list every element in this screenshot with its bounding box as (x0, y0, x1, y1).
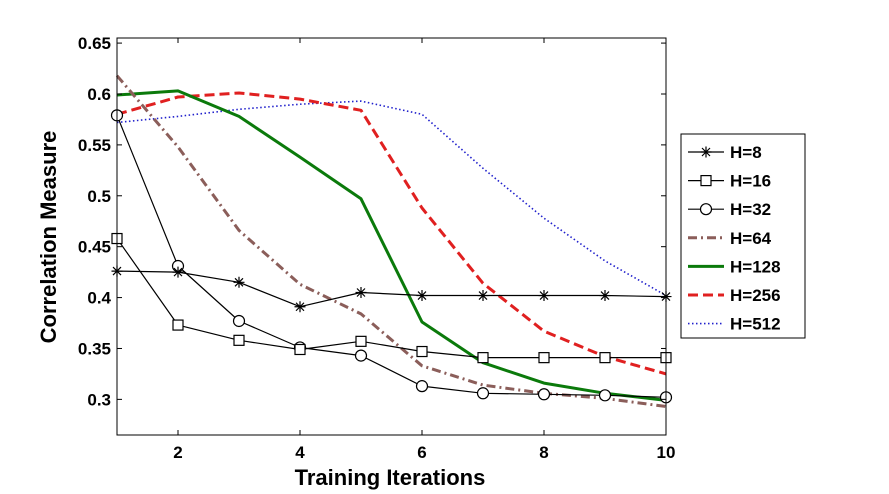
data-point-h-8 (416, 290, 428, 302)
legend-marker (699, 203, 713, 216)
series-line-h-512 (116, 100, 667, 297)
data-point-h-32 (598, 389, 612, 402)
data-point-h-16 (599, 352, 611, 364)
legend-label: H=256 (730, 286, 781, 305)
data-point-h-32 (415, 380, 429, 393)
legend-item-h-8: H=8 (688, 143, 762, 162)
legend-box (680, 133, 806, 339)
legend-item-h-32: H=32 (688, 200, 771, 219)
data-point-h-8 (233, 276, 245, 288)
data-point-h-16 (233, 334, 245, 346)
legend-label: H=32 (730, 200, 771, 219)
data-point-h-16 (416, 345, 428, 358)
series-h-8 (111, 265, 672, 313)
data-point-h-8 (538, 290, 550, 302)
data-point-h-8 (355, 286, 367, 298)
series-line-h-64 (115, 74, 667, 408)
legend-item-h-64: H=64 (688, 229, 772, 248)
y-tick-label: 0.4 (87, 289, 111, 308)
data-point-h-8 (294, 301, 306, 313)
x-tick-label: 6 (417, 443, 426, 462)
ticks-layer: 2 4 6 8 10 0.3 0.35 0.4 0.45 0.5 0.55 0.6 0.65 (78, 34, 676, 462)
y-tick-label: 0.65 (78, 34, 111, 53)
y-tick-label: 0.3 (87, 390, 111, 409)
x-tick-label: 2 (173, 443, 182, 462)
series-h-64 (115, 74, 667, 408)
legend-label: H=128 (730, 257, 781, 276)
series-h-128 (116, 89, 667, 402)
series-h-256 (116, 91, 667, 376)
plot-frame (116, 37, 667, 436)
y-tick-label: 0.5 (87, 187, 111, 206)
y-tick-label: 0.45 (78, 238, 111, 257)
data-point-h-8 (477, 290, 489, 302)
series-h-512 (116, 100, 667, 297)
data-point-h-16 (477, 352, 489, 364)
series-line-h-8 (116, 270, 667, 308)
data-point-h-32 (232, 314, 246, 328)
plot-area (117, 38, 666, 435)
series-line-h-16 (116, 238, 666, 359)
legend-entries: H=8 H=16 H=32 H=64 H=128 H=256 H=512 (688, 143, 781, 334)
legend-marker (700, 146, 712, 158)
data-point-h-8 (172, 266, 184, 278)
legend-label: H=8 (730, 143, 762, 162)
legend-item-h-16: H=16 (688, 172, 771, 191)
data-point-h-16 (538, 352, 550, 364)
legend-item-h-512: H=512 (688, 315, 781, 334)
x-tick-label: 10 (657, 443, 676, 462)
legend-item-h-256: H=256 (688, 286, 781, 305)
y-axis-title: Correlation Measure (36, 131, 61, 344)
legend-label: H=512 (730, 315, 781, 334)
data-point-h-16 (355, 335, 367, 347)
x-axis-title: Training Iterations (295, 465, 486, 490)
legend-item-h-128: H=128 (688, 257, 781, 276)
series-line-h-32 (116, 115, 667, 398)
series-line-h-128 (116, 89, 667, 402)
data-point-h-32 (537, 388, 551, 401)
legend: H=8 H=16 H=32 H=64 H=128 H=256 H=512 (680, 133, 806, 339)
y-tick-label: 0.55 (78, 136, 111, 155)
data-point-h-16 (172, 319, 184, 331)
series-line-h-256 (116, 91, 667, 376)
data-point-h-16 (294, 343, 306, 356)
y-tick-label: 0.35 (78, 339, 111, 358)
data-point-h-32 (354, 349, 368, 362)
data-point-h-8 (599, 290, 611, 302)
legend-label: H=16 (730, 172, 771, 191)
legend-marker (700, 175, 712, 187)
y-tick-label: 0.6 (87, 85, 111, 104)
data-point-h-32 (476, 387, 490, 400)
x-tick-label: 4 (295, 443, 305, 462)
x-tick-label: 8 (539, 443, 548, 462)
legend-label: H=64 (730, 229, 772, 248)
